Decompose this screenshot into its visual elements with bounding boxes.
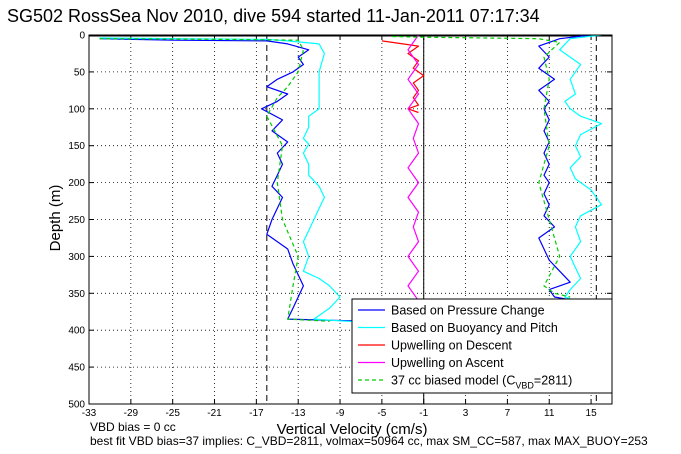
y-tick-label: 350 <box>68 289 85 300</box>
x-tick-label: -13 <box>291 408 306 419</box>
legend: Based on Pressure Change Based on Buoyanc… <box>351 298 613 394</box>
y-tick-label: 250 <box>68 215 85 226</box>
legend-label: Based on Pressure Change <box>391 304 545 318</box>
y-tick-label: 400 <box>68 326 85 337</box>
x-tick-label: -9 <box>336 408 345 419</box>
x-tick-label: -1 <box>419 408 428 419</box>
legend-label-tail: =2811) <box>534 374 572 388</box>
y-tick-label: 450 <box>68 363 85 374</box>
x-tick-label: -17 <box>249 408 264 419</box>
series-lines <box>99 34 603 324</box>
legend-label: Based on Buoyancy and Pitch <box>391 321 558 335</box>
x-axis-label: Vertical Velocity (cm/s) <box>277 421 428 438</box>
vbd-bias-note: VBD bias = 0 cc <box>90 420 176 434</box>
legend-label-subscript: VBD <box>515 381 534 391</box>
x-tick-labels: -33 -29 -25 -21 -17 -13 -9 -5 -1 3 7 11 15 <box>82 408 597 419</box>
x-tick-label: 3 <box>463 408 469 419</box>
y-axis-label: Depth (m) <box>47 185 64 252</box>
series-line-0-1 <box>538 34 592 302</box>
x-tick-label: -5 <box>377 408 386 419</box>
legend-label-main: 37 cc biased model (C <box>391 374 515 388</box>
x-tick-label: 7 <box>505 408 511 419</box>
series-line-1-0 <box>99 37 372 324</box>
legend-label: Upwelling on Descent <box>391 339 512 353</box>
x-tick-label: -29 <box>124 408 139 419</box>
series-line-4-1 <box>392 35 571 298</box>
legend-box <box>351 298 613 394</box>
axes-frame <box>88 34 613 405</box>
best-fit-note: best fit VBD bias=37 implies: C_VBD=2811… <box>90 434 648 448</box>
y-tick-label: 500 <box>68 400 85 411</box>
legend-label: Upwelling on Ascent <box>391 356 504 370</box>
x-tick-label: 11 <box>544 408 555 419</box>
x-tick-label: 15 <box>586 408 598 419</box>
y-tick-label: 150 <box>68 141 85 152</box>
series-line-3-0 <box>407 34 420 302</box>
legend-label: 37 cc biased model (CVBD=2811) <box>391 374 572 391</box>
y-tick-label: 50 <box>74 67 86 78</box>
chart-title: SG502 RossSea Nov 2010, dive 594 started… <box>7 6 540 26</box>
x-tick-label: -25 <box>165 408 180 419</box>
y-tick-label: 300 <box>68 252 85 263</box>
x-tick-label: -21 <box>207 408 222 419</box>
x-tick-label: -33 <box>82 408 97 419</box>
y-tick-label: 200 <box>68 178 85 189</box>
y-tick-label: 0 <box>79 31 85 42</box>
y-tick-label: 100 <box>68 104 85 115</box>
y-tick-labels: 0 50 100 150 200 250 300 350 400 450 500 <box>68 31 85 411</box>
series-line-1-1 <box>559 34 603 305</box>
legend-items: Based on Pressure Change Based on Buoyanc… <box>358 304 572 391</box>
